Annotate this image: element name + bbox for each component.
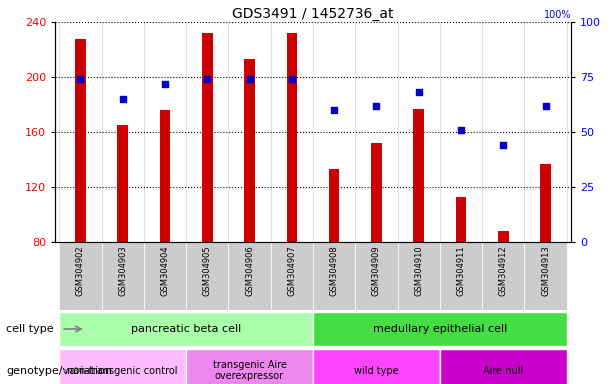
Bar bbox=[498, 231, 509, 242]
Bar bbox=[229, 242, 271, 310]
Point bbox=[118, 96, 128, 102]
Bar bbox=[313, 242, 356, 310]
Bar bbox=[356, 242, 398, 310]
Text: GSM304911: GSM304911 bbox=[457, 245, 465, 296]
Text: pancreatic beta cell: pancreatic beta cell bbox=[131, 324, 242, 334]
Text: GSM304910: GSM304910 bbox=[414, 245, 423, 296]
Bar bbox=[313, 312, 567, 346]
Text: Aire null: Aire null bbox=[483, 366, 524, 376]
Bar bbox=[313, 349, 440, 384]
Text: GSM304907: GSM304907 bbox=[287, 245, 296, 296]
Text: GSM304913: GSM304913 bbox=[541, 245, 550, 296]
Bar bbox=[186, 349, 313, 384]
Point bbox=[541, 103, 550, 109]
Bar bbox=[440, 349, 567, 384]
Bar bbox=[117, 125, 128, 242]
Text: GSM304904: GSM304904 bbox=[161, 245, 169, 296]
Point bbox=[75, 76, 85, 82]
Bar bbox=[59, 242, 102, 310]
Point bbox=[456, 127, 466, 133]
Text: cell type: cell type bbox=[6, 324, 54, 334]
Point bbox=[245, 76, 254, 82]
Text: GSM304912: GSM304912 bbox=[499, 245, 508, 296]
Point bbox=[371, 103, 381, 109]
Point bbox=[498, 142, 508, 148]
Bar bbox=[159, 110, 170, 242]
Point bbox=[160, 81, 170, 87]
Bar bbox=[329, 169, 340, 242]
Bar bbox=[202, 33, 213, 242]
Bar bbox=[144, 242, 186, 310]
Text: medullary epithelial cell: medullary epithelial cell bbox=[373, 324, 507, 334]
Bar bbox=[455, 197, 466, 242]
Bar bbox=[540, 164, 551, 242]
Bar bbox=[525, 242, 567, 310]
Bar bbox=[398, 242, 440, 310]
Text: GSM304908: GSM304908 bbox=[330, 245, 338, 296]
Bar bbox=[482, 242, 525, 310]
Title: GDS3491 / 1452736_at: GDS3491 / 1452736_at bbox=[232, 7, 394, 21]
Bar bbox=[186, 242, 229, 310]
Text: GSM304903: GSM304903 bbox=[118, 245, 127, 296]
Bar bbox=[59, 312, 313, 346]
Bar bbox=[286, 33, 297, 242]
Text: 100%: 100% bbox=[544, 10, 571, 20]
Text: GSM304906: GSM304906 bbox=[245, 245, 254, 296]
Text: non-transgenic control: non-transgenic control bbox=[67, 366, 178, 376]
Point bbox=[287, 76, 297, 82]
Bar bbox=[371, 143, 382, 242]
Text: genotype/variation: genotype/variation bbox=[6, 366, 112, 376]
Text: GSM304905: GSM304905 bbox=[203, 245, 211, 296]
Text: GSM304902: GSM304902 bbox=[76, 245, 85, 296]
Text: transgenic Aire
overexpressor: transgenic Aire overexpressor bbox=[213, 360, 286, 381]
Point bbox=[329, 107, 339, 113]
Bar bbox=[271, 242, 313, 310]
Bar bbox=[413, 109, 424, 242]
Point bbox=[202, 76, 212, 82]
Bar bbox=[244, 59, 255, 242]
Text: wild type: wild type bbox=[354, 366, 398, 376]
Point bbox=[414, 89, 424, 96]
Text: GSM304909: GSM304909 bbox=[372, 245, 381, 296]
Bar bbox=[75, 38, 86, 242]
Bar bbox=[59, 349, 186, 384]
Bar bbox=[440, 242, 482, 310]
Bar bbox=[102, 242, 144, 310]
